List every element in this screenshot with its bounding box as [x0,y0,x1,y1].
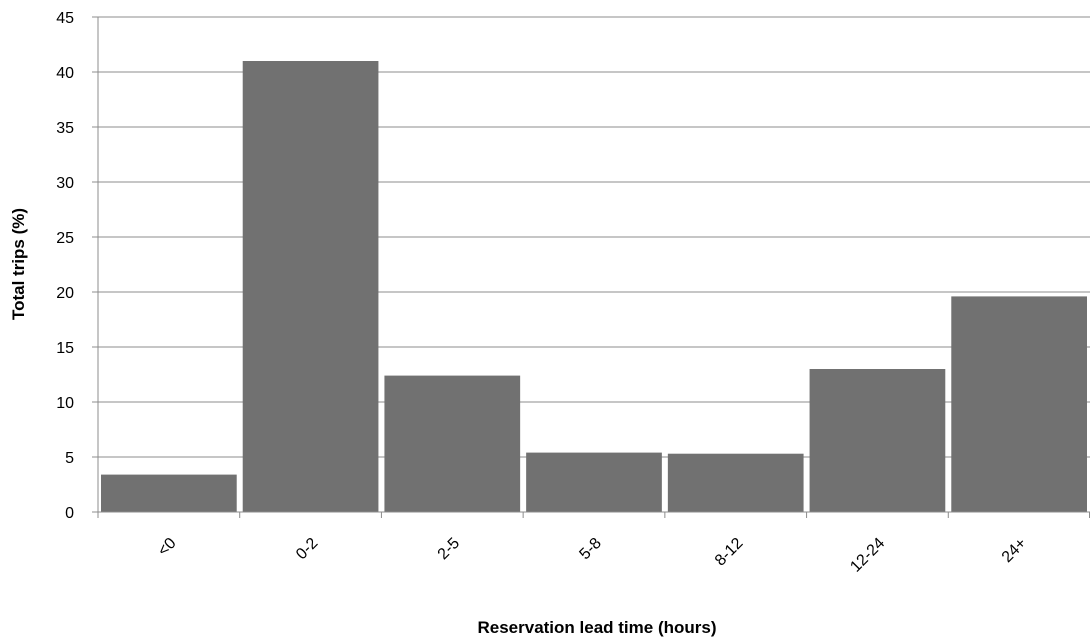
x-tick-labels: <0 0-2 2-5 5-8 8-12 12-24 24+ [155,535,1030,576]
bar-1 [101,474,237,512]
y-tick-label: 40 [56,65,74,82]
y-tick-label: 15 [56,340,74,357]
x-tick-label: 8-12 [712,535,747,570]
y-tick-label: 10 [56,395,74,412]
bar-7 [951,296,1087,512]
x-tick-label: 5-8 [576,535,604,563]
x-axis-title: Reservation lead time (hours) [477,618,716,637]
bars [101,61,1087,512]
x-tick-label: 2-5 [435,535,463,563]
y-tick-label: 25 [56,230,74,247]
x-tick-label: 12-24 [847,535,888,576]
y-tick-labels: 0 5 10 15 20 25 30 35 40 45 [56,10,74,522]
bar-3 [384,375,521,512]
x-tick-label: <0 [155,535,180,560]
y-tick-label: 0 [65,505,74,522]
x-tick-label: 0-2 [293,535,321,563]
y-tick-label: 35 [56,120,74,137]
axes [92,16,1090,518]
y-tick-label: 45 [56,10,74,27]
y-axis-title: Total trips (%) [9,208,28,320]
y-tick-label: 20 [56,285,74,302]
bar-5 [667,453,804,512]
bar-6 [809,369,946,512]
bar-4 [526,452,662,512]
bar-2 [242,61,379,512]
y-tick-label: 30 [56,175,74,192]
y-tick-label: 5 [65,450,74,467]
x-tick-label: 24+ [999,535,1030,566]
